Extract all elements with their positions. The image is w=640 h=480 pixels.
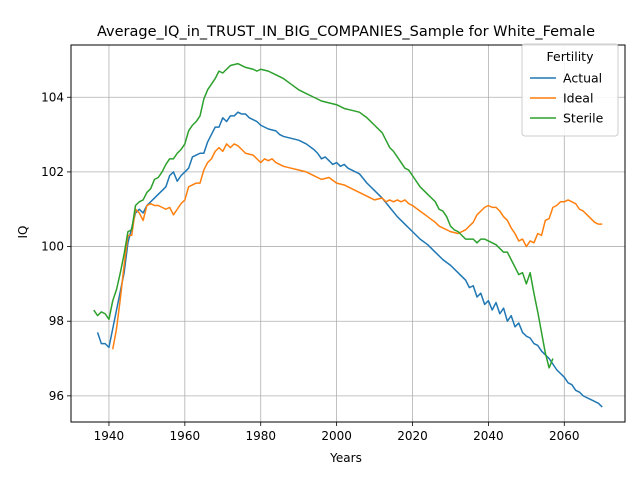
y-tick-label: 96 <box>49 389 64 403</box>
y-tick-label: 100 <box>41 240 64 254</box>
x-tick-label: 2000 <box>321 429 352 443</box>
y-tick-label: 102 <box>41 165 64 179</box>
legend-title: Fertility <box>547 49 595 64</box>
series-line-actual <box>96 111 603 408</box>
x-tick-label: 1960 <box>170 429 201 443</box>
x-tick-label: 2020 <box>397 429 428 443</box>
axis-ticks: 1940 1960 1980 2000 2020 2040 2060 96 98 100 102 10… <box>41 90 579 443</box>
plot-frame <box>70 44 626 423</box>
series-layer <box>93 62 603 408</box>
legend-label-actual: Actual <box>563 71 602 86</box>
y-tick-label: 98 <box>49 314 64 328</box>
y-tick-label: 104 <box>41 90 64 104</box>
legend-items: Actual Ideal Sterile <box>530 71 604 126</box>
x-tick-label: 2040 <box>473 429 504 443</box>
legend: Fertility Actual Ideal Sterile <box>521 43 619 137</box>
y-axis-label: IQ <box>16 226 30 239</box>
legend-label-ideal: Ideal <box>563 91 593 106</box>
x-tick-label: 2060 <box>549 429 580 443</box>
x-tick-label: 1940 <box>94 429 125 443</box>
x-tick-label: 1980 <box>245 429 276 443</box>
grid <box>71 45 625 422</box>
x-axis-label: Years <box>329 451 362 465</box>
series-line-sterile <box>93 62 554 369</box>
chart-title: Average_IQ_in_TRUST_IN_BIG_COMPANIES_Sam… <box>97 24 595 40</box>
legend-box <box>521 43 619 137</box>
series-line-ideal <box>112 143 603 350</box>
legend-label-sterile: Sterile <box>563 111 604 126</box>
